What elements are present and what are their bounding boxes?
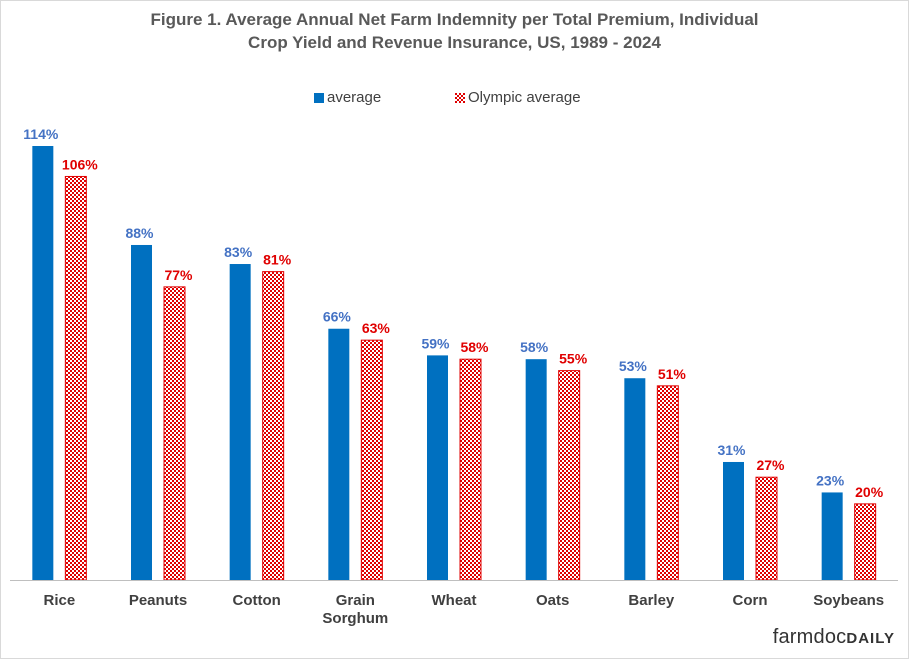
legend-item-average: average: [314, 89, 381, 106]
chart-legend: average Olympic average: [0, 89, 909, 111]
bars-group: [32, 146, 877, 581]
category-label-rice: Rice: [43, 592, 75, 609]
bar-olympic-average-peanuts: [163, 286, 186, 581]
value-label-average-cotton: 83%: [224, 244, 253, 260]
chart-title-line-2: Crop Yield and Revenue Insurance, US, 19…: [248, 33, 661, 52]
value-label-average-corn: 31%: [717, 442, 746, 458]
chart-title-line-1: Figure 1. Average Annual Net Farm Indemn…: [150, 10, 759, 29]
bar-olympic-average-barley: [656, 385, 679, 581]
value-label-olympic-average-corn: 27%: [756, 457, 785, 473]
value-label-olympic-average-cotton: 81%: [263, 252, 292, 268]
legend-label-average: average: [327, 89, 382, 106]
value-label-olympic-average-oats: 55%: [559, 351, 588, 367]
category-labels-group: Rice Peanuts Cotton Grain Sorghum Wheat Oats Ba…: [43, 592, 884, 627]
value-label-average-rice: 114%: [23, 126, 59, 142]
bar-olympic-average-rice: [64, 175, 87, 581]
bar-average-grain-sorghum: [328, 328, 350, 580]
value-label-average-wheat: 59%: [421, 335, 450, 351]
legend-swatch-olympic: [455, 92, 465, 103]
bar-average-cotton: [229, 264, 251, 580]
category-label-cotton: Cotton: [233, 592, 281, 609]
logo-text-farmdoc: farmdoc: [772, 626, 847, 648]
legend-label-olympic: Olympic average: [468, 89, 581, 106]
category-label-oats: Oats: [536, 592, 569, 609]
bar-average-oats: [525, 359, 547, 580]
value-label-olympic-average-barley: 51%: [658, 366, 687, 382]
bar-average-wheat: [427, 355, 448, 580]
bar-average-corn: [723, 461, 744, 580]
value-labels-group: 114%106% 88% 77% 83% 81% 66% 63% 59% 58% 58% 55% 53…: [23, 126, 883, 500]
bar-olympic-average-soybeans: [854, 503, 877, 581]
logo-text-daily: DAILY: [846, 630, 895, 647]
category-label-corn: Corn: [733, 592, 768, 609]
value-label-olympic-average-peanuts: 77%: [164, 267, 193, 283]
value-label-olympic-average-wheat: 58%: [460, 339, 489, 355]
value-label-average-peanuts: 88%: [125, 225, 154, 241]
category-label-barley: Barley: [628, 592, 675, 609]
legend-swatch-average: [314, 92, 324, 103]
value-label-average-soybeans: 23%: [816, 472, 845, 488]
value-label-average-oats: 58%: [520, 339, 549, 355]
bar-olympic-average-oats: [558, 370, 581, 581]
value-label-olympic-average-rice: 106%: [62, 156, 98, 172]
bar-average-rice: [32, 146, 54, 580]
bar-average-peanuts: [131, 244, 152, 580]
category-label-peanuts: Peanuts: [129, 592, 187, 609]
farmdoc-daily-logo: farmdocDAILY: [773, 626, 895, 649]
category-label-wheat: Wheat: [432, 592, 477, 609]
value-label-average-barley: 53%: [619, 358, 648, 374]
category-label-grain-sorghum: Grain Sorghum: [322, 592, 388, 627]
bar-olympic-average-wheat: [459, 358, 482, 581]
legend-item-olympic: Olympic average: [455, 89, 581, 106]
chart-title: Figure 1. Average Annual Net Farm Indemn…: [0, 8, 909, 54]
value-label-olympic-average-grain-sorghum: 63%: [362, 320, 391, 336]
category-label-soybeans: Soybeans: [813, 592, 884, 609]
value-label-average-grain-sorghum: 66%: [323, 309, 352, 325]
bar-olympic-average-corn: [755, 476, 778, 581]
bar-olympic-average-cotton: [262, 271, 285, 581]
value-label-olympic-average-soybeans: 20%: [855, 484, 884, 500]
bar-average-soybeans: [821, 492, 843, 580]
bar-olympic-average-grain-sorghum: [360, 339, 383, 581]
bar-average-barley: [624, 378, 646, 580]
